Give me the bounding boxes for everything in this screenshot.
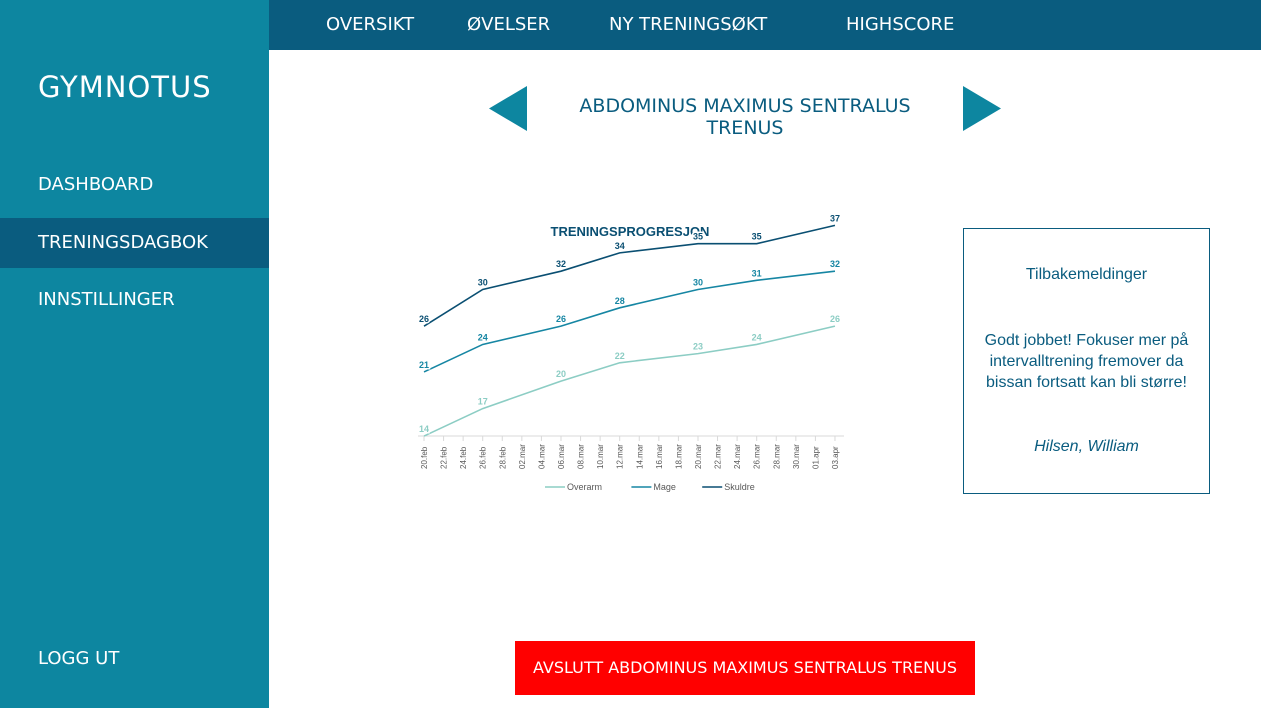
sidebar: GYMNOTUS DASHBOARD TRENINGSDAGBOK INNSTI… — [0, 0, 269, 708]
data-label: 32 — [556, 259, 566, 269]
data-label: 24 — [752, 332, 762, 342]
x-tick-label: 10.mar — [596, 444, 605, 469]
x-tick-label: 28.feb — [498, 446, 507, 469]
top-navigation: OVERSIKT ØVELSER NY TRENINGSØKT HIGHSCOR… — [269, 0, 1261, 50]
x-tick-label: 12.mar — [616, 444, 625, 469]
x-tick-label: 22.feb — [440, 446, 449, 469]
x-tick-label: 14.mar — [635, 444, 644, 469]
data-label: 24 — [478, 332, 488, 342]
next-exercise-icon[interactable] — [963, 86, 1001, 131]
progress-chart: TRENINGSPROGRESJON 20.feb 22.feb 24.feb 26.f… — [417, 215, 844, 492]
legend-label: Overarm — [567, 482, 602, 492]
legend-label: Skuldre — [724, 482, 755, 492]
previous-exercise-icon[interactable] — [489, 86, 527, 131]
x-tick-label: 20.mar — [694, 444, 703, 469]
chart-title: TRENINGSPROGRESJON — [551, 224, 710, 239]
series-line-overarm — [423, 325, 836, 437]
legend-label: Mage — [653, 482, 676, 492]
data-label: 26 — [419, 314, 429, 324]
series-line-skuldre — [423, 224, 836, 327]
x-tick-label: 24.mar — [733, 444, 742, 469]
feedback-signature: Hilsen, William — [1034, 438, 1139, 455]
sidebar-item-innstillinger[interactable]: INNSTILLINGER — [38, 289, 175, 310]
nav-highscore[interactable]: HIGHSCORE — [846, 14, 955, 35]
feedback-box: Tilbakemeldinger Godt jobbet! Fokuser me… — [963, 228, 1210, 494]
data-label: 35 — [752, 232, 762, 242]
x-tick-label: 01.apr — [811, 446, 820, 469]
logout-button[interactable]: LOGG UT — [38, 648, 120, 669]
nav-ovelser[interactable]: ØVELSER — [467, 14, 551, 35]
feedback-title: Tilbakemeldinger — [1025, 266, 1148, 283]
sidebar-item-dashboard[interactable]: DASHBOARD — [38, 174, 154, 195]
x-tick-label: 06.mar — [557, 444, 566, 469]
end-workout-button[interactable]: AVSLUTT ABDOMINUS MAXIMUS SENTRALUS TREN… — [515, 641, 975, 695]
x-tick-label: 26.mar — [753, 444, 762, 469]
x-tick-label: 04.mar — [537, 444, 546, 469]
app-logo: GYMNOTUS — [38, 70, 212, 104]
x-tick-label: 16.mar — [655, 444, 664, 469]
sidebar-item-treningsdagbok[interactable]: TRENINGSDAGBOK — [0, 218, 269, 268]
x-tick-label: 30.mar — [792, 444, 801, 469]
data-label: 20 — [556, 369, 566, 379]
exercise-title: ABDOMINUS MAXIMUS SENTRALUS TRENUS — [579, 95, 911, 139]
x-tick-label: 22.mar — [714, 444, 723, 469]
data-label: 23 — [693, 342, 703, 352]
x-tick-label: 02.mar — [518, 444, 527, 469]
nav-ny-treningsokt[interactable]: NY TRENINGSØKT — [609, 14, 768, 35]
x-tick-label: 28.mar — [772, 444, 781, 469]
data-label: 26 — [830, 314, 840, 324]
data-label: 28 — [615, 296, 625, 306]
data-label: 22 — [615, 351, 625, 361]
x-tick-label: 18.mar — [674, 444, 683, 469]
data-label: 34 — [615, 241, 625, 251]
data-label: 26 — [556, 314, 566, 324]
x-tick-label: 08.mar — [577, 444, 586, 469]
data-label: 37 — [830, 215, 840, 223]
feedback-message: Godt jobbet! Fokuser mer på intervalltre… — [984, 332, 1189, 391]
data-label: 14 — [419, 424, 429, 434]
data-label: 32 — [830, 259, 840, 269]
data-label: 21 — [419, 360, 429, 370]
data-label: 17 — [478, 397, 488, 407]
data-label: 30 — [693, 278, 703, 288]
series-line-mage — [423, 270, 836, 373]
x-tick-label: 26.feb — [479, 446, 488, 469]
x-tick-label: 24.feb — [459, 446, 468, 469]
data-label: 35 — [693, 232, 703, 242]
nav-oversikt[interactable]: OVERSIKT — [326, 14, 415, 35]
x-tick-label: 20.feb — [420, 446, 429, 469]
data-label: 31 — [752, 268, 762, 278]
data-label: 30 — [478, 278, 488, 288]
x-tick-label: 03.apr — [831, 446, 840, 469]
